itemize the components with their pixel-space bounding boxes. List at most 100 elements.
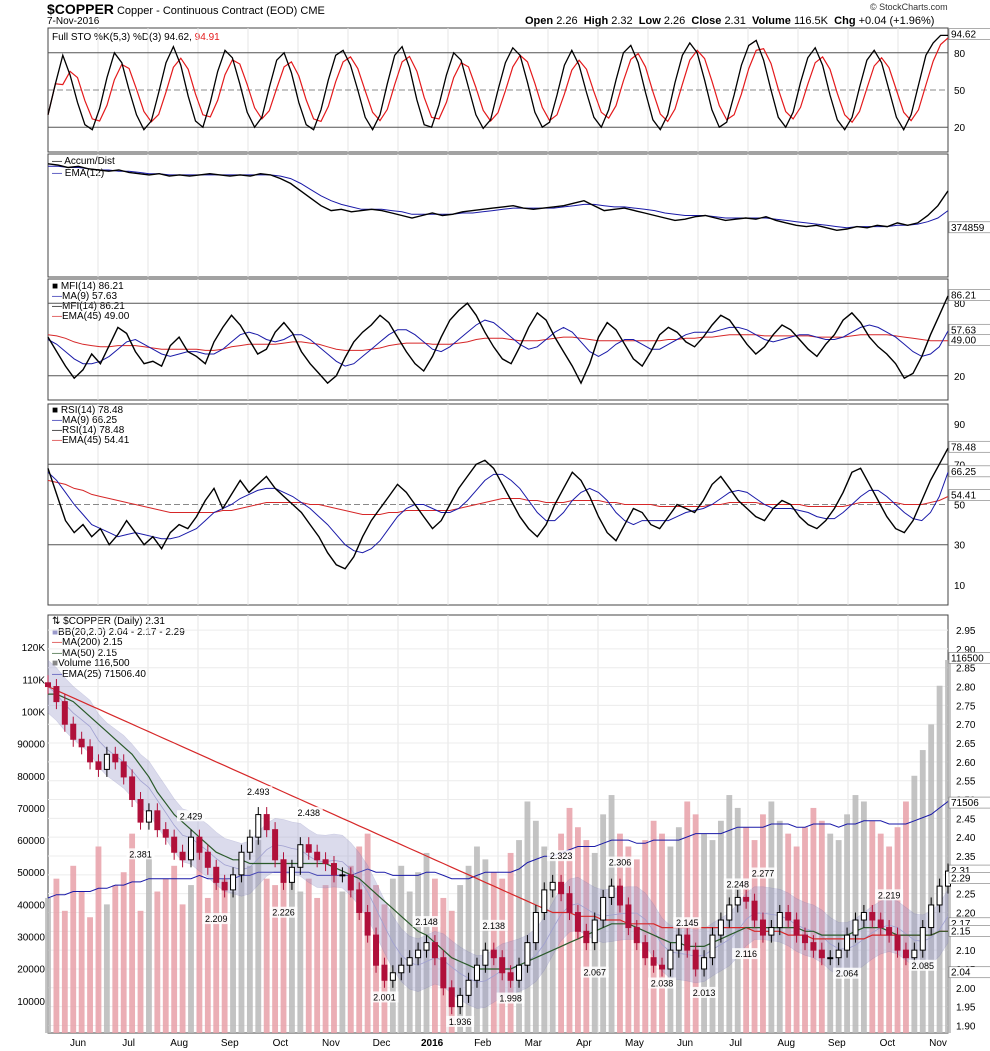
price-y-tick: 2.60 <box>956 758 976 769</box>
price-candle-body <box>196 836 203 853</box>
price-candle-body <box>238 851 245 876</box>
price-candle-body <box>852 919 859 936</box>
x-axis-month: Feb <box>474 1038 492 1049</box>
price-candle-body <box>936 885 943 906</box>
price-candle-body <box>591 919 598 944</box>
volume-bar <box>347 865 354 1033</box>
volume-bar <box>70 865 77 1033</box>
volume-ema25-label-box <box>948 796 990 809</box>
price-annotation: 2.148 <box>415 917 438 927</box>
x-axis-month: May <box>625 1038 644 1049</box>
price-candle-body <box>288 866 295 883</box>
price-candle-body <box>373 934 380 966</box>
price-ma50-text: MA(50) <box>62 647 95 659</box>
price-y-tick: 2.00 <box>956 984 976 995</box>
chart-date: 7-Nov-2016 <box>47 16 100 27</box>
price-candle-body <box>692 949 699 970</box>
volume-bar <box>78 891 85 1033</box>
bb-lower-label-box <box>948 966 990 979</box>
price-candle-body <box>280 859 287 883</box>
price-candle-body <box>482 949 489 966</box>
mfi-mfi-val: 86.21 <box>99 301 125 312</box>
price-candle-body <box>869 911 876 921</box>
volume-ema25-label: 71506 <box>951 798 979 809</box>
price-candle-body <box>549 881 556 891</box>
price-annotation-box <box>748 867 777 879</box>
price-annotation-box <box>648 977 677 989</box>
price-annotation-box <box>446 1015 475 1027</box>
price-y-tick: 2.65 <box>956 739 976 750</box>
price-ma50-val: 2.15 <box>97 647 118 659</box>
rsi-legend-rsi: —RSI(14) 78.48 <box>52 425 125 436</box>
price-annotation: 2.085 <box>912 961 935 971</box>
price-candle-body <box>213 866 220 883</box>
volume-bar <box>246 865 253 1033</box>
price-annotation-box <box>875 889 904 901</box>
price-annotation-box <box>833 967 862 979</box>
price-annotation-box <box>126 848 155 860</box>
volume-bar <box>162 878 169 1033</box>
price-candle-body <box>802 934 809 944</box>
brand-text: © StockCharts.com <box>870 2 948 12</box>
mfi-legend-mfi: —MFI(14) 86.21 <box>52 301 125 312</box>
mfi-title-val: 86.21 <box>98 281 124 292</box>
price-candle-body <box>633 927 640 944</box>
ad-last-label: 374859 <box>951 223 985 234</box>
price-legend-ma200: —MA(200) 2.15 <box>52 637 123 648</box>
price-annotation-box <box>370 991 399 1003</box>
volume-bar <box>928 724 935 1033</box>
price-annotation-box <box>479 919 508 931</box>
price-candle-body <box>886 927 893 936</box>
sto-d-line <box>47 37 949 124</box>
price-annotation-box <box>202 913 231 925</box>
price-candle-body <box>171 836 178 853</box>
volume-bar <box>213 872 220 1033</box>
price-candle-body <box>179 851 186 861</box>
mfi-label-2: 57.63 <box>951 325 976 336</box>
high-label: High <box>583 15 609 27</box>
rsi-label-1-box <box>948 440 990 453</box>
price-candle-body <box>541 889 548 913</box>
volume-y-tick: 30000 <box>17 933 45 944</box>
price-candle-body <box>330 863 337 876</box>
rsi-ma-text: MA(9) <box>62 415 90 426</box>
bb-mid-label: 2.17 <box>951 919 971 930</box>
mfi-legend-title: ■ MFI(14) 86.21 <box>52 281 124 292</box>
price-y-tick: 2.25 <box>956 890 976 901</box>
mfi-ma-line <box>47 319 949 367</box>
volume-bar <box>179 904 186 1033</box>
rsi-legend: ■ RSI(14) 78.48 —MA(9) 66.25 —RSI(14) 78… <box>52 406 129 446</box>
rsi-legend-ma: —MA(9) 66.25 <box>52 415 118 426</box>
volume-bar <box>549 859 556 1033</box>
rsi-legend-ema: —EMA(45) 54.41 <box>52 435 130 446</box>
price-candle-body <box>532 911 539 944</box>
price-y-tick: 2.80 <box>956 683 976 694</box>
price-candle-body <box>701 957 708 970</box>
sto-legend-d: 94.91 <box>194 32 220 43</box>
price-candle-body <box>566 893 573 913</box>
x-axis-month: Jul <box>122 1038 135 1049</box>
price-candle-body <box>364 911 371 936</box>
symbol: $COPPER <box>47 1 114 17</box>
price-candle-body <box>154 810 161 831</box>
volume-bar <box>835 840 842 1033</box>
x-axis-month: Jul <box>729 1038 742 1049</box>
close-label: Close <box>691 15 722 27</box>
volume-bar <box>305 878 312 1033</box>
price-annotation: 2.001 <box>373 992 396 1002</box>
rsi-label-2-box <box>948 465 990 478</box>
price-candle-body <box>844 934 851 951</box>
volume-bar <box>112 885 119 1033</box>
price-ema25-val: 71506.40 <box>104 668 146 680</box>
rsi-line <box>47 447 949 570</box>
bb-upper-label-box <box>948 872 990 884</box>
volume-y-tick: 40000 <box>17 900 45 911</box>
volume-y-tick: 120K <box>22 643 46 654</box>
mfi-label-3: 49.00 <box>951 336 976 347</box>
volume-bar <box>465 865 472 1033</box>
sto-last-label-box <box>948 28 990 40</box>
price-candle-body <box>818 949 825 959</box>
price-candle-body <box>659 964 666 970</box>
volume-y-tick: 70000 <box>17 804 45 815</box>
